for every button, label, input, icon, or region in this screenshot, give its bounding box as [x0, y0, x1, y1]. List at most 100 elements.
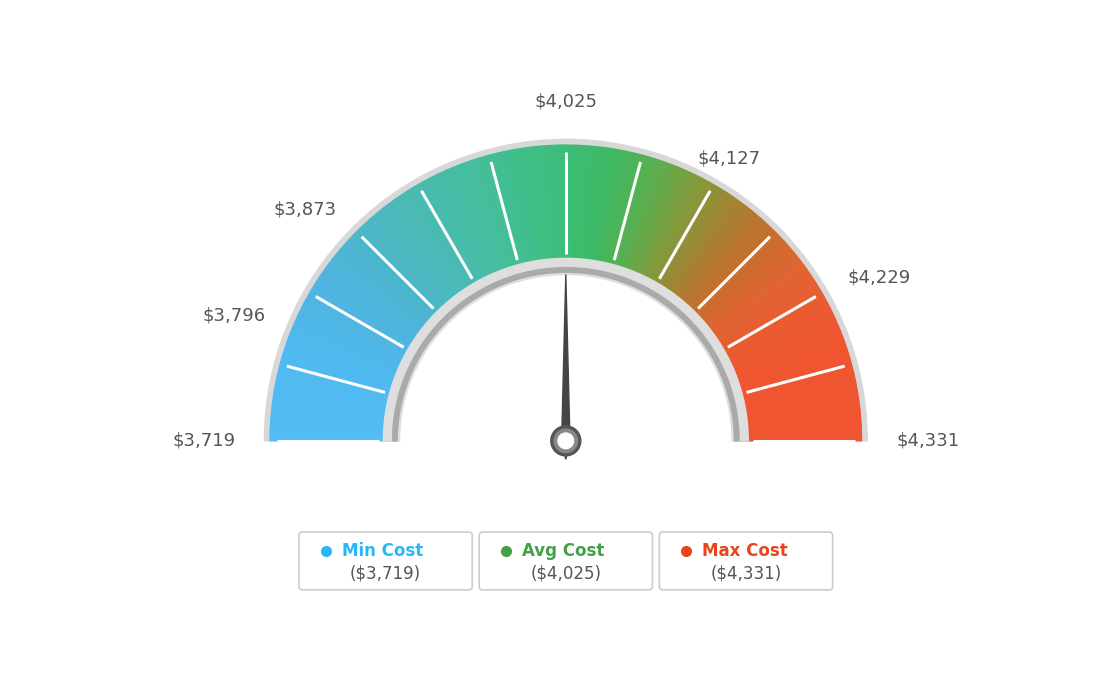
- Wedge shape: [698, 250, 793, 330]
- Wedge shape: [661, 194, 731, 297]
- Wedge shape: [732, 360, 851, 395]
- Wedge shape: [628, 166, 675, 279]
- Wedge shape: [720, 305, 829, 362]
- Wedge shape: [660, 193, 729, 296]
- Wedge shape: [719, 302, 828, 360]
- Wedge shape: [450, 168, 499, 282]
- Wedge shape: [739, 439, 861, 441]
- Wedge shape: [723, 317, 835, 369]
- Wedge shape: [308, 295, 415, 357]
- Wedge shape: [289, 334, 404, 379]
- Wedge shape: [272, 411, 393, 424]
- Wedge shape: [593, 149, 614, 270]
- Wedge shape: [734, 371, 853, 401]
- Wedge shape: [722, 312, 832, 366]
- Wedge shape: [566, 145, 570, 268]
- Wedge shape: [464, 163, 507, 278]
- Wedge shape: [625, 163, 668, 278]
- Wedge shape: [637, 171, 688, 283]
- Wedge shape: [270, 424, 393, 432]
- Wedge shape: [393, 199, 466, 300]
- Wedge shape: [646, 179, 705, 288]
- Wedge shape: [681, 220, 764, 313]
- Wedge shape: [316, 281, 421, 348]
- Wedge shape: [296, 318, 408, 370]
- Wedge shape: [452, 167, 500, 281]
- Wedge shape: [678, 215, 758, 309]
- Wedge shape: [299, 312, 410, 366]
- Wedge shape: [602, 152, 628, 272]
- Wedge shape: [627, 164, 671, 279]
- Wedge shape: [357, 230, 444, 318]
- Wedge shape: [619, 159, 659, 277]
- Wedge shape: [737, 402, 859, 419]
- Wedge shape: [710, 278, 814, 346]
- FancyBboxPatch shape: [659, 532, 832, 590]
- Wedge shape: [650, 183, 711, 290]
- Wedge shape: [275, 387, 395, 411]
- Wedge shape: [598, 150, 623, 271]
- Wedge shape: [719, 304, 828, 362]
- Wedge shape: [591, 148, 611, 270]
- Wedge shape: [364, 223, 449, 314]
- Wedge shape: [617, 159, 656, 276]
- Wedge shape: [397, 273, 734, 441]
- Wedge shape: [444, 171, 495, 283]
- Wedge shape: [278, 369, 397, 400]
- Wedge shape: [289, 335, 404, 380]
- Wedge shape: [315, 284, 418, 350]
- Wedge shape: [295, 322, 407, 372]
- Wedge shape: [426, 179, 486, 288]
- Wedge shape: [573, 146, 581, 268]
- Wedge shape: [422, 181, 482, 290]
- Wedge shape: [638, 172, 692, 284]
- Wedge shape: [627, 165, 673, 279]
- Wedge shape: [677, 213, 756, 308]
- Wedge shape: [323, 270, 424, 342]
- Wedge shape: [404, 193, 473, 296]
- Wedge shape: [270, 422, 393, 431]
- Wedge shape: [275, 386, 395, 409]
- Wedge shape: [333, 257, 431, 334]
- Wedge shape: [537, 146, 550, 268]
- Wedge shape: [406, 191, 473, 295]
- Wedge shape: [368, 220, 450, 313]
- Wedge shape: [612, 156, 647, 274]
- Wedge shape: [499, 152, 528, 272]
- Wedge shape: [340, 248, 434, 328]
- Wedge shape: [697, 247, 790, 328]
- Wedge shape: [583, 147, 597, 268]
- Wedge shape: [391, 201, 464, 302]
- Wedge shape: [278, 371, 397, 401]
- Wedge shape: [721, 310, 831, 365]
- Wedge shape: [728, 335, 842, 380]
- Circle shape: [554, 429, 577, 453]
- Wedge shape: [308, 293, 415, 355]
- Wedge shape: [735, 378, 856, 405]
- Text: $3,719: $3,719: [172, 432, 235, 450]
- Wedge shape: [526, 148, 543, 269]
- Wedge shape: [285, 348, 402, 387]
- Wedge shape: [455, 166, 502, 280]
- Wedge shape: [584, 147, 599, 268]
- Wedge shape: [647, 180, 707, 288]
- Wedge shape: [684, 226, 769, 315]
- Wedge shape: [640, 174, 696, 285]
- Wedge shape: [709, 275, 811, 344]
- Wedge shape: [687, 229, 774, 317]
- Wedge shape: [737, 406, 860, 422]
- Wedge shape: [693, 240, 784, 324]
- Wedge shape: [294, 324, 406, 373]
- Wedge shape: [492, 154, 523, 273]
- Wedge shape: [654, 186, 718, 293]
- Wedge shape: [553, 146, 560, 268]
- Wedge shape: [418, 184, 480, 290]
- Wedge shape: [375, 213, 455, 308]
- Wedge shape: [703, 261, 802, 337]
- Wedge shape: [623, 161, 665, 277]
- Wedge shape: [283, 353, 401, 391]
- Wedge shape: [704, 264, 804, 338]
- Wedge shape: [737, 398, 859, 417]
- Wedge shape: [718, 298, 826, 358]
- Wedge shape: [290, 332, 405, 378]
